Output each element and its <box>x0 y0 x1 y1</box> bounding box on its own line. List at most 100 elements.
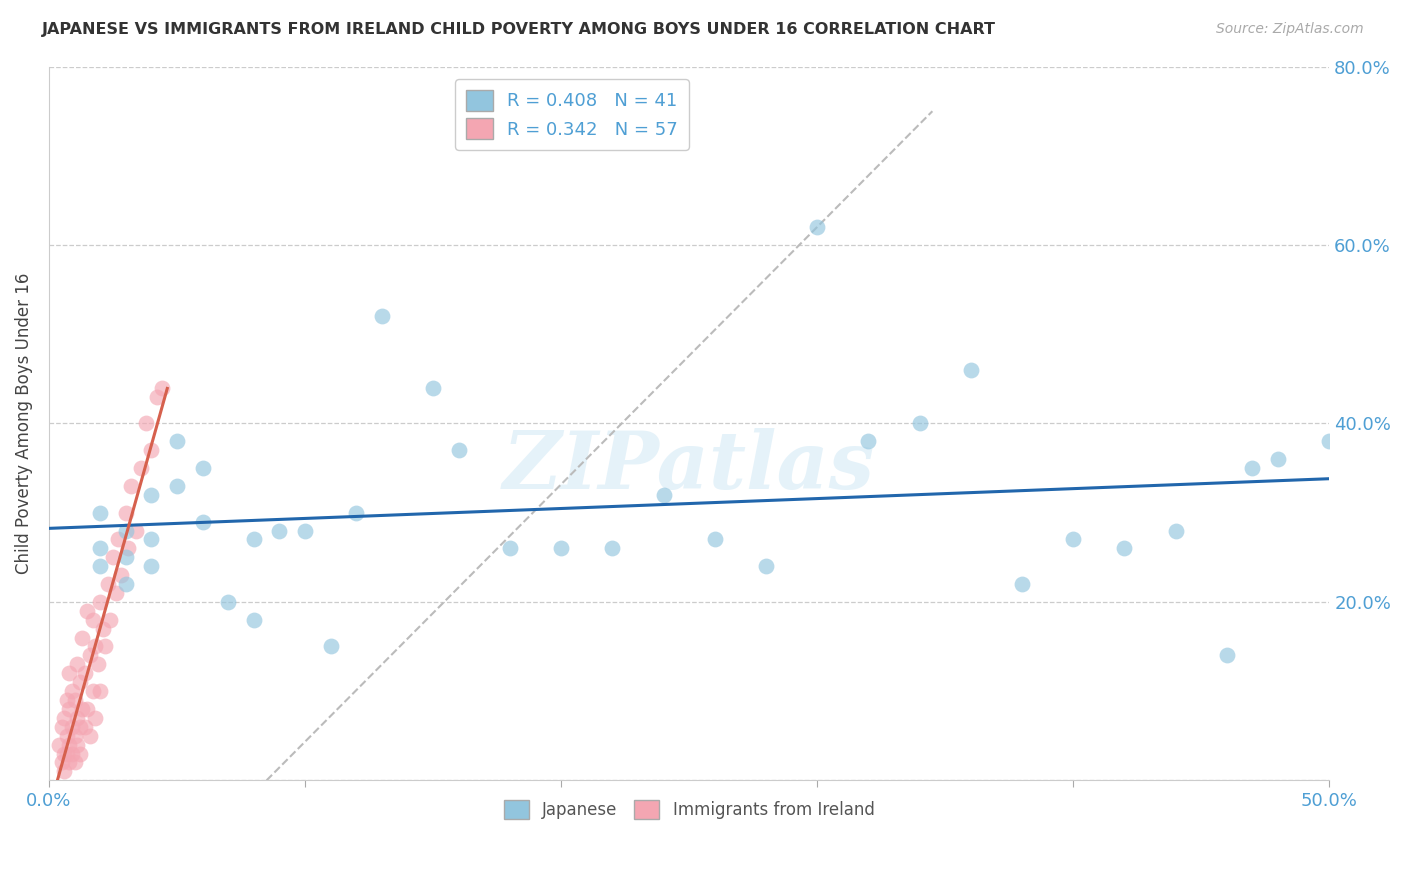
Point <box>141 443 163 458</box>
Point <box>114 550 136 565</box>
Point <box>69 747 91 761</box>
Point <box>191 461 214 475</box>
Point <box>63 756 86 770</box>
Point <box>1011 577 1033 591</box>
Point <box>58 756 80 770</box>
Point <box>1267 452 1289 467</box>
Point <box>1114 541 1136 556</box>
Point <box>166 479 188 493</box>
Point <box>84 640 107 654</box>
Point <box>51 756 73 770</box>
Point <box>101 550 124 565</box>
Point <box>129 461 152 475</box>
Point <box>269 524 291 538</box>
Point <box>104 586 127 600</box>
Point <box>76 604 98 618</box>
Point <box>48 738 70 752</box>
Point <box>56 747 79 761</box>
Legend: Japanese, Immigrants from Ireland: Japanese, Immigrants from Ireland <box>498 793 882 825</box>
Point <box>1317 434 1340 449</box>
Point <box>141 559 163 574</box>
Point <box>97 577 120 591</box>
Point <box>66 738 89 752</box>
Point <box>191 515 214 529</box>
Point <box>89 541 111 556</box>
Point <box>82 613 104 627</box>
Point <box>117 541 139 556</box>
Point <box>1164 524 1187 538</box>
Point <box>89 559 111 574</box>
Point <box>959 363 981 377</box>
Point <box>53 711 76 725</box>
Point <box>243 613 266 627</box>
Point <box>243 533 266 547</box>
Point <box>60 684 83 698</box>
Point <box>69 675 91 690</box>
Point <box>125 524 148 538</box>
Point <box>110 568 132 582</box>
Point <box>908 417 931 431</box>
Point <box>806 220 828 235</box>
Point <box>703 533 725 547</box>
Point <box>141 488 163 502</box>
Point <box>89 684 111 698</box>
Text: Source: ZipAtlas.com: Source: ZipAtlas.com <box>1216 22 1364 37</box>
Point <box>66 711 89 725</box>
Point <box>652 488 675 502</box>
Point <box>107 533 129 547</box>
Point <box>1062 533 1084 547</box>
Point <box>1241 461 1264 475</box>
Point <box>60 747 83 761</box>
Point <box>72 631 94 645</box>
Point <box>56 693 79 707</box>
Point <box>79 729 101 743</box>
Point <box>100 613 122 627</box>
Point <box>63 693 86 707</box>
Point <box>145 390 167 404</box>
Point <box>166 434 188 449</box>
Point <box>72 702 94 716</box>
Point <box>73 720 96 734</box>
Point <box>120 479 142 493</box>
Point <box>91 622 114 636</box>
Point <box>858 434 880 449</box>
Point <box>141 533 163 547</box>
Point <box>94 640 117 654</box>
Point <box>1216 648 1239 663</box>
Point <box>550 541 572 556</box>
Point <box>114 577 136 591</box>
Point <box>371 310 394 324</box>
Point <box>150 381 173 395</box>
Point <box>58 666 80 681</box>
Point <box>755 559 778 574</box>
Y-axis label: Child Poverty Among Boys Under 16: Child Poverty Among Boys Under 16 <box>15 273 32 574</box>
Point <box>600 541 623 556</box>
Point <box>56 729 79 743</box>
Text: ZIPatlas: ZIPatlas <box>503 427 875 505</box>
Point <box>89 506 111 520</box>
Point <box>294 524 316 538</box>
Point <box>63 729 86 743</box>
Point <box>76 702 98 716</box>
Point <box>422 381 444 395</box>
Point <box>82 684 104 698</box>
Point <box>79 648 101 663</box>
Point <box>447 443 470 458</box>
Point <box>69 720 91 734</box>
Text: JAPANESE VS IMMIGRANTS FROM IRELAND CHILD POVERTY AMONG BOYS UNDER 16 CORRELATIO: JAPANESE VS IMMIGRANTS FROM IRELAND CHIL… <box>42 22 997 37</box>
Point <box>73 666 96 681</box>
Point <box>114 524 136 538</box>
Point <box>89 595 111 609</box>
Point <box>135 417 157 431</box>
Point <box>53 747 76 761</box>
Point <box>217 595 239 609</box>
Point <box>58 738 80 752</box>
Point <box>51 720 73 734</box>
Point <box>114 506 136 520</box>
Point <box>84 711 107 725</box>
Point <box>499 541 522 556</box>
Point <box>60 720 83 734</box>
Point <box>53 764 76 779</box>
Point <box>86 657 108 672</box>
Point <box>58 702 80 716</box>
